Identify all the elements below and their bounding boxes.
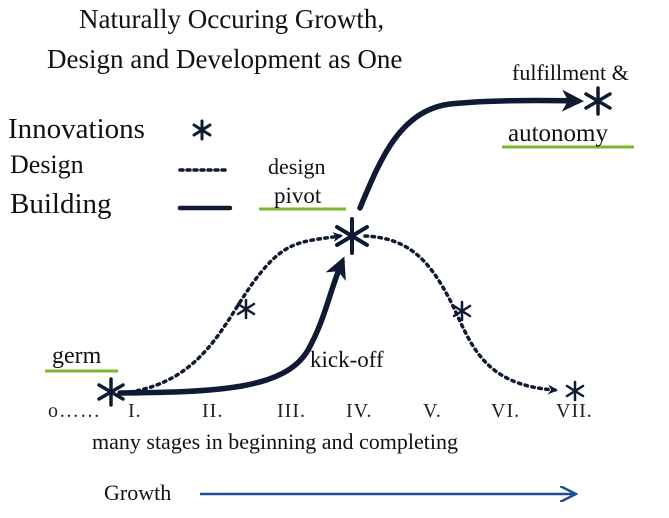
stages-caption: many stages in beginning and completing xyxy=(92,429,458,454)
legend-innovations-label: Innovations xyxy=(8,113,145,145)
stage-label: III. xyxy=(277,400,306,422)
descend-asterisk-icon xyxy=(452,300,472,322)
building-kickoff-arrow xyxy=(117,256,346,396)
design-pivot-label-line-1: design xyxy=(268,154,326,179)
title-line-2: Design and Development as One xyxy=(47,44,403,74)
legend-building-label: Building xyxy=(10,188,112,220)
stage-label: IV. xyxy=(346,400,373,422)
germ-label: germ xyxy=(52,343,102,369)
design-dotted-curve xyxy=(128,232,343,394)
design-pivot-label-line-2: pivot xyxy=(274,183,322,208)
rise-asterisk-icon xyxy=(236,298,256,320)
stage-label: V. xyxy=(423,400,442,422)
germ-asterisk-icon xyxy=(97,377,125,407)
stage-label: VII. xyxy=(556,400,593,422)
building-autonomy-arrow xyxy=(357,89,584,211)
end-asterisk-icon xyxy=(565,380,585,402)
autonomy-label: autonomy xyxy=(508,120,608,147)
growth-label: Growth xyxy=(104,480,172,505)
design-dotted-descend xyxy=(363,234,558,395)
legend-design-label: Design xyxy=(10,150,84,179)
stage-label: VI. xyxy=(491,400,521,422)
stage-label: o…… xyxy=(48,400,101,422)
fulfillment-label: fulfillment & xyxy=(512,60,629,85)
legend-asterisk-icon xyxy=(192,119,212,141)
stage-label: II. xyxy=(202,400,224,422)
title-line-1: Naturally Occuring Growth, xyxy=(79,4,385,34)
kick-off-label: kick-off xyxy=(310,347,384,372)
autonomy-asterisk-icon xyxy=(584,86,612,116)
pivot-asterisk-icon xyxy=(335,217,369,255)
stage-label: I. xyxy=(128,400,142,422)
